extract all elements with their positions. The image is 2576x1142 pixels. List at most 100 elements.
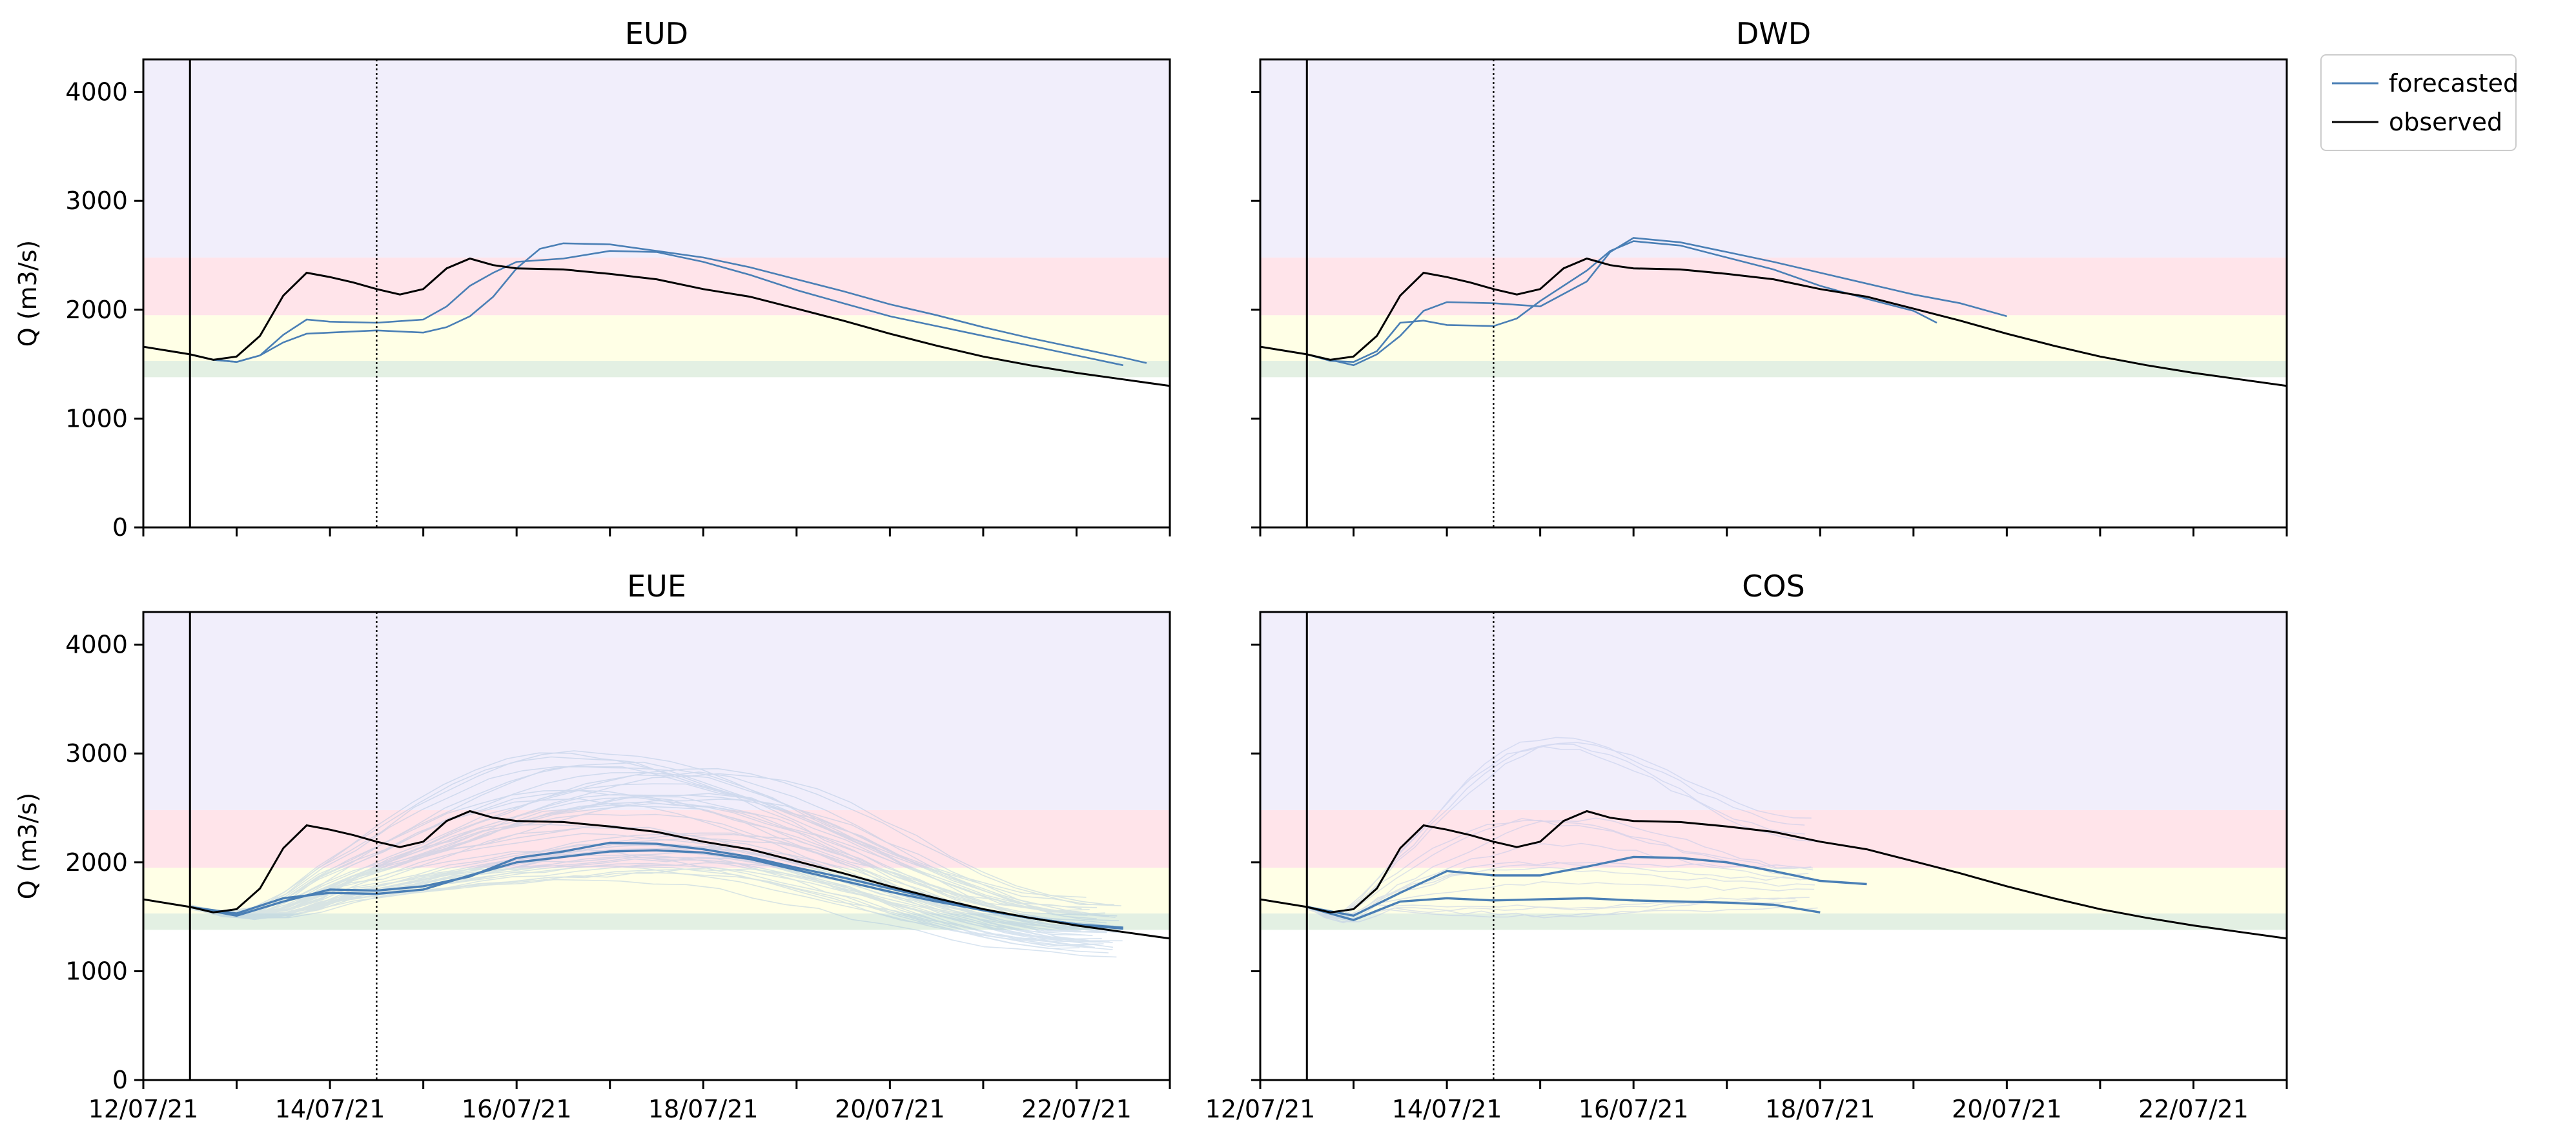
plot-area [1260, 737, 2287, 940]
threshold-band-2 [1260, 810, 2287, 868]
ensemble-member [190, 793, 1098, 926]
x-tick-label: 20/07/21 [1952, 1095, 2062, 1123]
ensemble-member [190, 801, 1101, 930]
ensemble-member [190, 854, 1081, 947]
ensemble-member [190, 773, 1115, 916]
x-tick-label: 14/07/21 [275, 1095, 385, 1123]
ensemble-member [1307, 742, 1812, 913]
observed-line [1260, 810, 2287, 940]
ensemble-member [190, 857, 1080, 949]
ensemble-member [190, 856, 1085, 936]
y-tick-label: 2000 [65, 848, 128, 877]
threshold-band-3 [143, 612, 1170, 810]
ensemble-member [1306, 862, 1813, 920]
threshold-band-0 [143, 361, 1170, 378]
ensemble-member [190, 832, 1083, 940]
ensemble-member [190, 862, 1109, 953]
ensemble-member [190, 790, 1090, 917]
forecast-line-1 [1307, 237, 2007, 367]
ensemble-member [190, 768, 1114, 915]
x-tick-label: 18/07/21 [1765, 1095, 1876, 1123]
ensemble-member [190, 771, 1081, 915]
y-tick-label: 3000 [65, 187, 128, 215]
threshold-band-0 [1260, 361, 2287, 378]
threshold-band-1 [143, 315, 1170, 362]
ensemble-member [190, 862, 1093, 937]
observed-line [1260, 257, 2287, 387]
ensemble-member [190, 868, 1113, 943]
y-tick-label: 0 [112, 1066, 128, 1094]
observed-line [143, 257, 1170, 387]
ensemble-member [190, 867, 1104, 945]
forecast-line-0 [1306, 855, 1867, 917]
ensemble-member [190, 802, 1119, 933]
panel-eue: 0 1000 2000 3000 4000 12/07/21 14/07/21 16/07/2… [14, 569, 1171, 1123]
forecast-line-1 [190, 849, 1123, 929]
ensemble-member [190, 856, 1114, 948]
panel-cos: 12/07/21 14/07/21 16/07/21 18/07/21 20/07/21… [1205, 569, 2288, 1123]
x-tick-label: 20/07/21 [835, 1095, 945, 1123]
y-axis-label: Q (m3/s) [14, 793, 42, 899]
panel-title: COS [1742, 569, 1805, 604]
ensemble-member [1307, 842, 1819, 917]
x-tick-label: 22/07/21 [2138, 1095, 2249, 1123]
ensemble-member [190, 794, 1119, 921]
ensemble-member [190, 766, 1121, 913]
plot-area [143, 750, 1170, 958]
panel-frame [1259, 58, 2288, 529]
ensemble-member [190, 783, 1116, 918]
x-tick-label: 18/07/21 [648, 1095, 759, 1123]
legend-observed-label: observed [2389, 108, 2502, 136]
ensemble-member [190, 879, 1117, 958]
threshold-band-1 [1260, 868, 2287, 914]
legend-forecasted-label: forecasted [2389, 69, 2519, 97]
forecast-line-0 [1306, 240, 1937, 363]
ensemble-member [190, 844, 1101, 943]
ensemble-member [190, 797, 1085, 921]
ensemble-member [190, 865, 1093, 948]
x-tick-label: 12/07/21 [1205, 1095, 1316, 1123]
legend: forecasted observed [2320, 54, 2519, 151]
ensemble-member [190, 793, 1105, 915]
ensemble-member [190, 765, 1082, 915]
ensemble-member [190, 752, 1079, 915]
threshold-band-3 [1260, 59, 2287, 258]
y-tick-label: 4000 [65, 631, 128, 659]
panel-frame [142, 611, 1171, 1081]
panels-group: 0 1000 2000 3000 4000 Q (m3/s) EUD DWD 0 1000 2000… [14, 16, 2288, 1123]
panel-dwd: DWD [1251, 16, 2288, 536]
threshold-band-2 [143, 810, 1170, 868]
x-tick-label: 16/07/21 [1579, 1095, 1689, 1123]
ensemble-member [1307, 817, 1814, 918]
legend-box [2320, 54, 2517, 151]
threshold-band-0 [1260, 913, 2287, 930]
ensemble-member [190, 756, 1109, 917]
panel-title: EUE [627, 569, 686, 604]
ensemble-member [190, 771, 1098, 915]
observed-line [143, 810, 1170, 940]
plot-area [1260, 237, 2287, 387]
threshold-band-0 [143, 913, 1170, 930]
threshold-band-2 [1260, 257, 2287, 316]
y-tick-label: 2000 [65, 296, 128, 324]
x-tick-label: 14/07/21 [1392, 1095, 1502, 1123]
ensemble-member [190, 804, 1088, 916]
ensemble-member [1306, 881, 1815, 919]
panel-title: EUD [625, 16, 688, 51]
ensemble-member [190, 851, 1113, 950]
threshold-band-3 [1260, 612, 2287, 810]
y-tick-label: 1000 [65, 957, 128, 985]
ensemble-member [190, 872, 1089, 941]
ensemble-member [190, 761, 1097, 919]
ensemble-member [190, 844, 1110, 943]
forecast-line-0 [190, 250, 1123, 367]
x-tick-label: 12/07/21 [88, 1095, 199, 1123]
y-tick-label: 0 [112, 513, 128, 542]
panel-frame [142, 58, 1171, 529]
panel-title: DWD [1736, 16, 1811, 51]
y-tick-label: 1000 [65, 404, 128, 433]
ensemble-member [190, 833, 1107, 928]
panel-eud: 0 1000 2000 3000 4000 Q (m3/s) EUD [14, 16, 1171, 542]
ensemble-member [190, 750, 1087, 912]
